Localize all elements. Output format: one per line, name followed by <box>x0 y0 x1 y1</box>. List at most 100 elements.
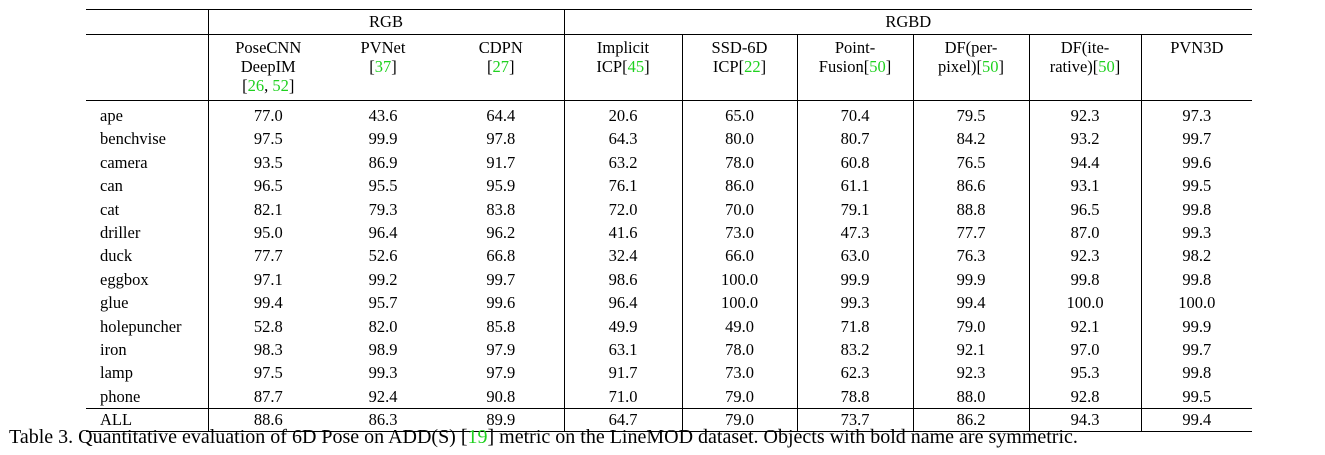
bracket: [ <box>369 57 375 76</box>
table-cell: 95.7 <box>368 293 398 313</box>
bracket: ] <box>509 57 515 76</box>
bracket: ] <box>288 76 295 95</box>
table-caption: Table 3. Quantitative evaluation of 6D P… <box>9 424 1319 450</box>
method-header-pointfusion: Point- Fusion[50] <box>797 34 914 101</box>
table-row: iron 98.3 98.9 97.9 63.1 78.0 83.2 92.1 97.0 99.7 <box>86 338 1252 362</box>
citation-link[interactable]: 50 <box>1098 57 1115 76</box>
method-name-line2: DeepIM <box>240 57 296 76</box>
bracket: [ <box>242 76 248 95</box>
table-cell: 71.8 <box>797 314 914 339</box>
caption-text: Table 3. Quantitative evaluation of 6D P… <box>9 426 468 448</box>
table-row: camera 93.5 86.9 91.7 63.2 78.0 60.8 76.5 94.4 99… <box>86 150 1252 175</box>
citation-link[interactable]: 27 <box>492 57 510 76</box>
table-cell: 92.3 <box>1029 244 1142 268</box>
table-cell: 93.2 <box>1029 127 1142 151</box>
table-cell: 97.9 <box>438 338 565 362</box>
table-cell: 96.4 <box>368 223 398 243</box>
table-cell: 92.1 <box>1029 314 1142 339</box>
citation-link[interactable]: 26 <box>247 76 265 95</box>
table-cell: 99.3 <box>368 363 398 383</box>
table-cell: 64.7 <box>564 408 683 433</box>
citation-link[interactable]: 22 <box>744 57 761 76</box>
table-cell: 100.0 <box>682 267 798 292</box>
table-cell: 98.3 <box>207 338 328 362</box>
method-header-implicit-icp: Implicit ICP[45] <box>564 34 683 101</box>
table-cell: 97.5 <box>207 361 328 385</box>
table-cell: 52.6 <box>368 246 398 266</box>
method-name-line1: DF(per- <box>944 38 998 57</box>
table-cell: 98.2 <box>1182 246 1212 266</box>
table-cell: 86.9 <box>368 152 398 172</box>
citation-link[interactable]: 19 <box>467 426 488 448</box>
table-row: ape 77.0 43.6 64.4 20.6 65.0 70.4 79.5 92.3 97.3 <box>86 100 1252 128</box>
table-cell: 78.0 <box>682 338 798 362</box>
method-name-line1: PVNet <box>360 38 406 57</box>
table-cell: 70.4 <box>797 100 914 128</box>
method-name-line2: Fusion[ <box>818 57 870 76</box>
citation-link[interactable]: 50 <box>869 57 886 76</box>
table-cell: 49.9 <box>564 314 683 339</box>
table-row-all: ALL 88.6 86.3 89.9 64.7 79.0 73.7 86.2 9… <box>86 408 1253 433</box>
table-cell: 96.2 <box>438 221 565 245</box>
citation-link[interactable]: 52 <box>272 76 289 95</box>
table-cell: 92.8 <box>1029 384 1142 409</box>
results-table: RGB RGBD PoseCNN DeepIM [26, 52] PVNet [… <box>86 9 1253 433</box>
table-cell: 83.8 <box>438 197 565 222</box>
empty-corner-cell <box>86 9 208 35</box>
table-cell: 32.4 <box>564 244 683 268</box>
table-cell: 99.4 <box>1141 408 1253 433</box>
separator: , <box>264 76 273 95</box>
table-cell: 49.0 <box>682 314 798 339</box>
table-cell: 60.8 <box>797 150 914 175</box>
table-cell: 52.8 <box>207 314 328 339</box>
table-cell: 79.0 <box>682 408 798 433</box>
table-row: can 96.5 95.5 95.9 76.1 86.0 61.1 86.6 93.1 99.5 <box>86 174 1252 198</box>
table-cell: 77.0 <box>207 100 328 128</box>
bracket: [ <box>487 57 493 76</box>
table-cell: 100.0 <box>1178 293 1216 313</box>
table-row: duck 77.7 52.6 66.8 32.4 66.0 63.0 76.3 92.3 98.2 <box>86 244 1252 268</box>
method-name-line1: DF(ite- <box>1060 38 1110 57</box>
bracket: ] <box>1114 57 1121 76</box>
table-cell: 95.0 <box>207 221 328 245</box>
table-cell: 41.6 <box>564 221 683 245</box>
table-cell: 64.4 <box>438 100 565 128</box>
citation-link[interactable]: 37 <box>374 57 392 76</box>
table-row: eggbox 97.1 99.2 99.7 98.6 100.0 99.9 99.9 99.8 9… <box>86 267 1252 292</box>
table-cell: 92.3 <box>1029 100 1142 128</box>
caption-text: ] metric on the LineMOD dataset. Objects… <box>487 426 1078 448</box>
row-label: duck <box>100 246 133 266</box>
table-cell: 63.2 <box>564 150 683 175</box>
method-header-pvn3d: PVN3D <box>1141 34 1253 101</box>
table-row: glue 99.4 95.7 99.6 96.4 100.0 99.3 99.4 100.0 10… <box>86 291 1252 315</box>
group-header-row: RGB RGBD <box>86 9 1253 35</box>
table-row: holepuncher 52.8 82.0 85.8 49.9 49.0 71.8 79.0 9… <box>86 314 1252 339</box>
table-row: benchvise 97.5 99.9 97.8 64.3 80.0 80.7 84.2 93.… <box>86 127 1252 151</box>
table-cell: 92.3 <box>913 361 1030 385</box>
table-cell: 80.7 <box>797 127 914 151</box>
table-cell: 84.2 <box>913 127 1030 151</box>
citation-link[interactable]: 50 <box>982 57 999 76</box>
method-name-line1: Implicit <box>596 38 650 57</box>
citation-link[interactable]: 45 <box>627 57 645 76</box>
table-cell: 99.5 <box>1182 386 1212 406</box>
table-cell: 99.6 <box>1182 152 1212 172</box>
table-row: driller 95.0 96.4 96.2 41.6 73.0 47.3 77.7 87.0 9… <box>86 221 1252 245</box>
table-cell: 47.3 <box>797 221 914 245</box>
row-label: eggbox <box>100 269 149 289</box>
table-cell: 63.1 <box>564 338 683 362</box>
method-header-posecnn-deepim: PoseCNN DeepIM [26, 52] <box>207 34 328 101</box>
table-cell: 92.4 <box>368 386 398 406</box>
table-cell: 61.1 <box>797 174 914 198</box>
group-header-rgb: RGB <box>207 9 565 35</box>
table-cell: 88.0 <box>913 384 1030 409</box>
table-cell: 20.6 <box>564 100 683 128</box>
method-header-df-iterative: DF(ite- rative)[50] <box>1029 34 1142 101</box>
table-cell: 95.3 <box>1029 361 1142 385</box>
table-cell: 78.8 <box>797 384 914 409</box>
table-cell: 98.6 <box>564 267 683 292</box>
table-cell: 78.0 <box>682 150 798 175</box>
method-header-df-perpixel: DF(per- pixel)[50] <box>913 34 1030 101</box>
table-cell: 95.5 <box>368 176 398 196</box>
table-cell: 99.7 <box>1182 129 1212 149</box>
